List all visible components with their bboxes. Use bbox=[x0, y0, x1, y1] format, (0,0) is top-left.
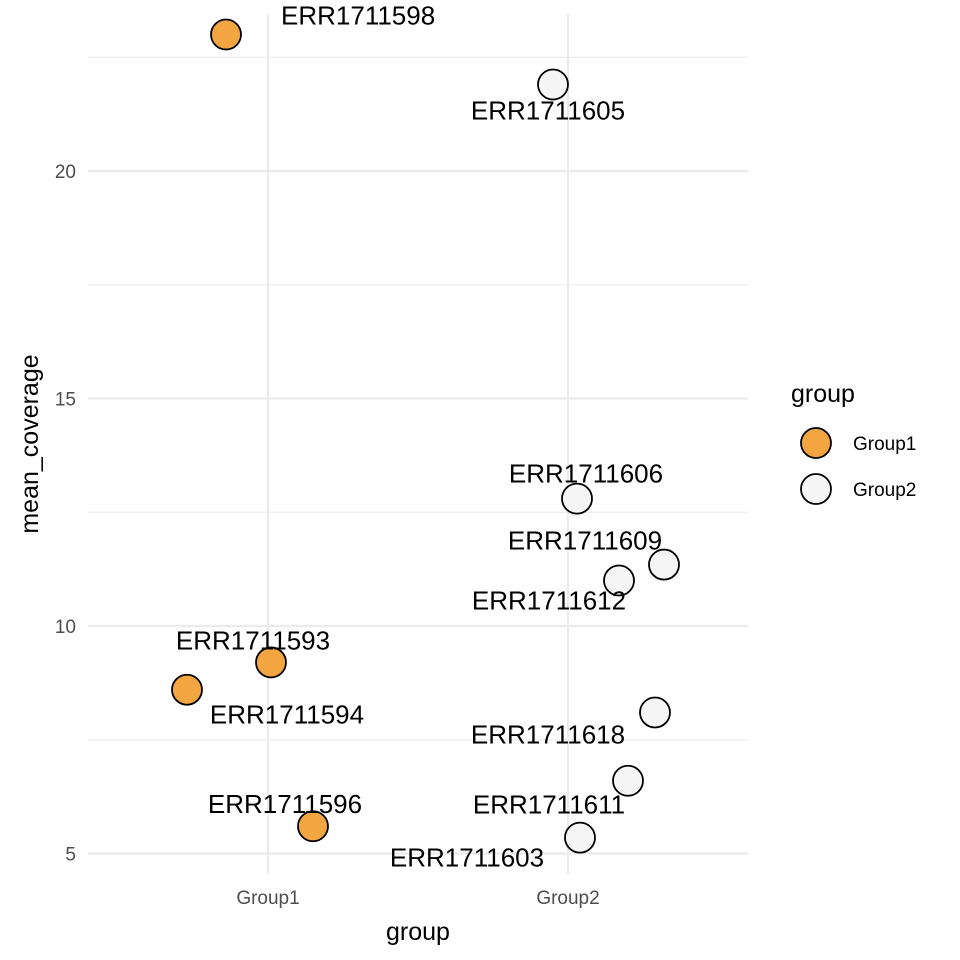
grid bbox=[88, 14, 748, 874]
y-axis-title: mean_coverage bbox=[16, 354, 44, 533]
legend-title: group bbox=[791, 380, 855, 408]
point-label: ERR1711598 bbox=[281, 0, 435, 30]
data-point bbox=[564, 821, 596, 854]
point-label: ERR1711603 bbox=[390, 843, 544, 873]
legend-key bbox=[800, 427, 832, 459]
data-point bbox=[612, 764, 644, 797]
y-tick-label: 10 bbox=[55, 617, 76, 638]
data-point bbox=[639, 696, 671, 729]
point-label: ERR1711593 bbox=[176, 625, 330, 655]
y-tick-label: 20 bbox=[55, 162, 76, 183]
data-point bbox=[210, 18, 242, 51]
y-tick-label: 15 bbox=[55, 389, 76, 410]
data-points bbox=[171, 18, 680, 854]
point-label: ERR1711618 bbox=[471, 719, 625, 749]
data-point bbox=[603, 564, 635, 597]
x-axis-title: group bbox=[386, 918, 450, 946]
legend-entries: Group1 Group2 bbox=[800, 427, 916, 505]
data-point bbox=[561, 482, 593, 515]
data-point bbox=[297, 810, 329, 843]
x-axis-ticks: Group1 Group2 bbox=[236, 888, 599, 909]
y-axis-ticks: 5 10 15 20 bbox=[55, 162, 76, 866]
legend-label: Group2 bbox=[853, 480, 916, 501]
point-labels: ERR1711598 ERR1711593 ERR1711594 ERR1711596… bbox=[176, 0, 663, 872]
point-label: ERR1711611 bbox=[473, 790, 625, 820]
x-tick-label: Group2 bbox=[536, 888, 599, 909]
point-label: ERR1711606 bbox=[509, 459, 663, 489]
y-tick-label: 5 bbox=[65, 845, 76, 866]
data-point bbox=[171, 673, 203, 706]
data-point bbox=[537, 68, 569, 101]
legend-key bbox=[800, 473, 832, 505]
point-label: ERR1711609 bbox=[508, 526, 662, 556]
data-point bbox=[648, 548, 680, 581]
point-label: ERR1711605 bbox=[471, 96, 625, 126]
legend-label: Group1 bbox=[853, 434, 916, 455]
point-label: ERR1711612 bbox=[472, 586, 626, 616]
point-label: ERR1711594 bbox=[210, 700, 364, 730]
x-tick-label: Group1 bbox=[236, 888, 299, 909]
legend: group Group1 Group2 bbox=[791, 380, 916, 505]
point-label: ERR1711596 bbox=[208, 789, 362, 819]
data-point bbox=[255, 646, 287, 679]
